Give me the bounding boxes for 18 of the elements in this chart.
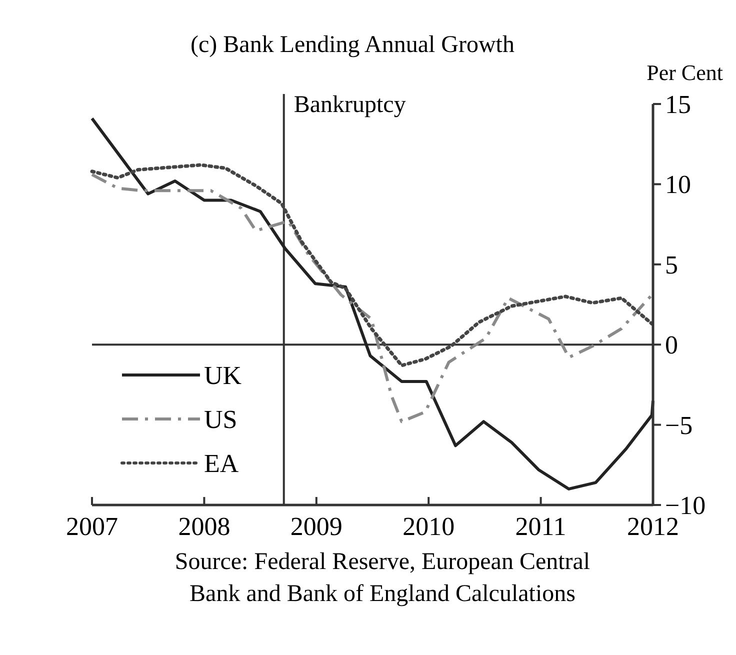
- ref-line-label: Bankruptcy: [294, 92, 406, 118]
- y-tick-label: 0: [665, 330, 678, 360]
- x-tick-label: 2011: [515, 512, 566, 541]
- x-tick-label: 2007: [66, 512, 118, 541]
- x-tick-label: 2012: [627, 512, 679, 541]
- y-axis-title: Per Cent: [646, 60, 723, 85]
- legend-label: EA: [204, 449, 239, 478]
- x-tick-label: 2010: [402, 512, 455, 541]
- y-tick-label: 5: [665, 250, 678, 280]
- legend-label: UK: [204, 361, 242, 390]
- y-tick-label: 15: [665, 90, 691, 119]
- y-tick-label: 10: [665, 170, 691, 200]
- x-tick-label: 2008: [178, 512, 230, 541]
- legend-label: US: [204, 405, 238, 434]
- x-tick-label: 2009: [290, 512, 342, 541]
- y-tick-label: −5: [665, 410, 693, 440]
- source-note: Source: Federal Reserve, European Central Bank and Bank of England Calculations: [174, 549, 590, 607]
- chart-title: (c) Bank Lending Annual Growth: [190, 32, 514, 58]
